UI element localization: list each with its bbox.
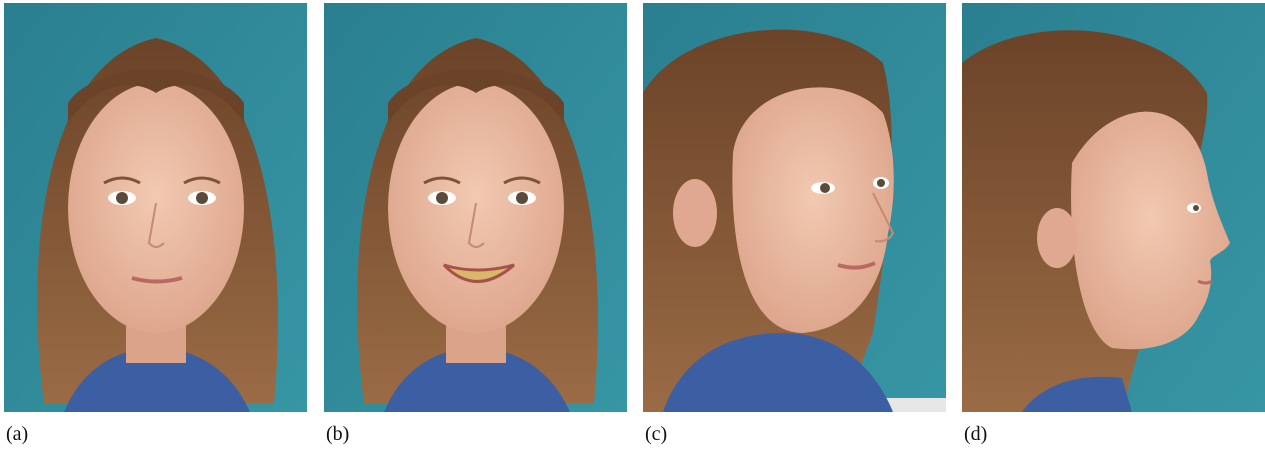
page: (a) (b) (c) (d) (() => { const data = JS… [0,0,1265,449]
panel-label: (a) [6,423,28,445]
panel-label: (d) [964,423,987,445]
photo-a [4,3,307,412]
photo-c [643,3,946,412]
photo-b [324,3,627,412]
panel-label: (b) [326,423,349,445]
panel-label: (c) [645,423,667,445]
photo-d [962,3,1265,412]
figure: (a) (b) (c) (d) [0,0,1265,449]
